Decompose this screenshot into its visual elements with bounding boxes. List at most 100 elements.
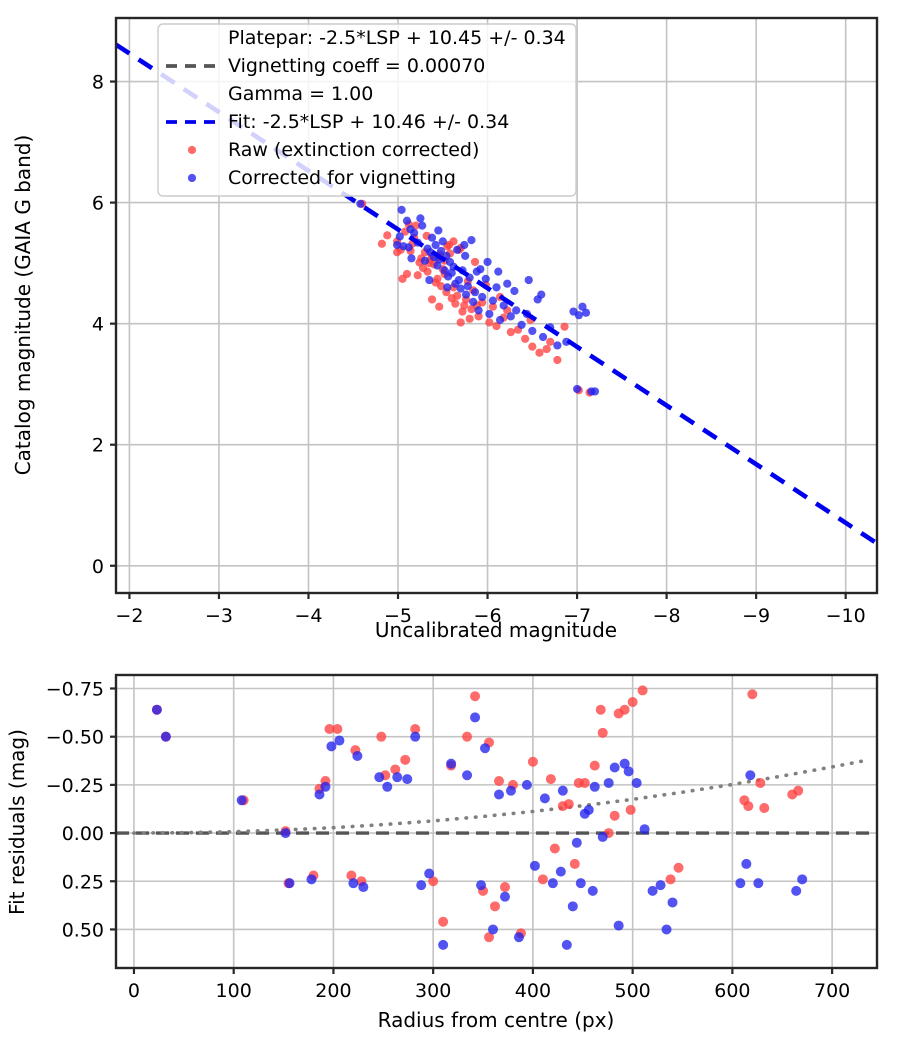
data-point: [348, 878, 359, 889]
data-point: [476, 265, 485, 274]
data-point: [492, 283, 501, 292]
data-point: [470, 288, 480, 297]
x-tick-label: 500: [615, 980, 651, 1002]
data-point: [436, 282, 446, 291]
data-point: [538, 332, 548, 342]
data-point: [537, 874, 548, 885]
data-point: [575, 878, 586, 889]
data-point: [499, 301, 508, 310]
data-point: [449, 237, 458, 246]
data-point: [587, 885, 598, 896]
x-tick-label: −4: [294, 605, 322, 627]
data-point: [377, 239, 387, 248]
data-point: [495, 315, 505, 325]
data-point: [527, 756, 538, 767]
data-point: [745, 770, 756, 781]
data-point: [506, 312, 515, 321]
x-tick-label: 400: [515, 980, 551, 1002]
data-point: [793, 785, 804, 796]
legend-marker-dot: [187, 145, 197, 155]
data-point: [332, 723, 343, 734]
x-tick-label: −5: [384, 605, 412, 627]
data-point: [665, 874, 676, 885]
data-point: [555, 866, 566, 877]
data-point: [306, 874, 317, 885]
legend-marker-dot: [187, 173, 197, 183]
data-point: [581, 308, 591, 317]
x-tick-label: −3: [205, 605, 233, 627]
data-point: [433, 274, 442, 283]
data-point: [410, 723, 421, 734]
data-point: [395, 232, 404, 241]
data-point: [470, 691, 481, 702]
data-point: [392, 772, 403, 783]
data-point: [567, 901, 578, 912]
data-point: [595, 704, 606, 715]
bottom-panel-frame: [114, 673, 879, 970]
data-point: [453, 245, 462, 254]
x-tick-label: 200: [315, 980, 351, 1002]
data-point: [547, 878, 558, 889]
data-point: [346, 870, 357, 881]
data-point: [553, 341, 562, 350]
data-point: [393, 240, 402, 250]
data-point: [583, 804, 594, 815]
data-point: [462, 731, 473, 742]
data-point: [284, 878, 295, 889]
data-point: [569, 858, 580, 869]
data-point: [470, 712, 481, 723]
data-point: [352, 750, 363, 761]
data-point: [741, 858, 752, 869]
data-point: [528, 326, 537, 336]
y-tick-label: 0.50: [62, 919, 104, 941]
data-point: [647, 885, 658, 896]
data-point: [402, 216, 412, 225]
data-point: [453, 291, 462, 300]
data-point: [485, 309, 494, 319]
data-point: [485, 318, 494, 327]
data-point: [539, 793, 550, 804]
data-point: [446, 758, 457, 769]
data-point: [557, 785, 568, 796]
fit-line: [116, 42, 877, 546]
top-panel-legend: Platepar: -2.5*LSP + 10.45 +/- 0.34 Vigne…: [157, 23, 577, 197]
data-point: [358, 882, 369, 893]
data-point: [590, 387, 600, 396]
x-tick-label: 600: [714, 980, 750, 1002]
data-point: [461, 251, 470, 260]
data-point: [561, 939, 572, 950]
data-point: [476, 880, 487, 891]
data-point: [609, 810, 620, 821]
x-tick-label: −8: [653, 605, 681, 627]
data-point: [470, 257, 480, 267]
data-point: [438, 237, 447, 246]
data-point: [619, 758, 630, 769]
bottom-panel-yaxis-label: Fit residuals (mag): [5, 729, 29, 915]
data-point: [743, 801, 754, 812]
bottom-panel-data: [116, 685, 877, 950]
data-point: [320, 781, 331, 792]
data-point: [454, 275, 463, 285]
data-point: [537, 290, 546, 299]
data-point: [397, 205, 406, 214]
data-point: [404, 243, 413, 252]
photometric-calibration-panel: −2 −3 −4 −5 −6 −7 −8 −9 −10 0 2 4 6 8 Uncalibrated ma…: [11, 16, 879, 642]
data-point: [428, 876, 439, 887]
data-point: [280, 828, 291, 839]
data-point: [572, 384, 582, 394]
data-point: [797, 874, 808, 885]
data-point: [390, 764, 401, 775]
data-point: [431, 240, 440, 250]
data-point: [597, 831, 608, 842]
data-point: [553, 355, 562, 365]
data-point: [383, 231, 392, 240]
x-tick-label: 0: [128, 980, 140, 1002]
data-point: [434, 226, 443, 235]
data-point: [499, 882, 510, 893]
data-point: [488, 296, 498, 305]
x-tick-label: −7: [563, 605, 591, 627]
y-tick-label: 2: [92, 435, 104, 457]
data-point: [499, 891, 510, 902]
y-tick-label: 6: [92, 193, 104, 215]
